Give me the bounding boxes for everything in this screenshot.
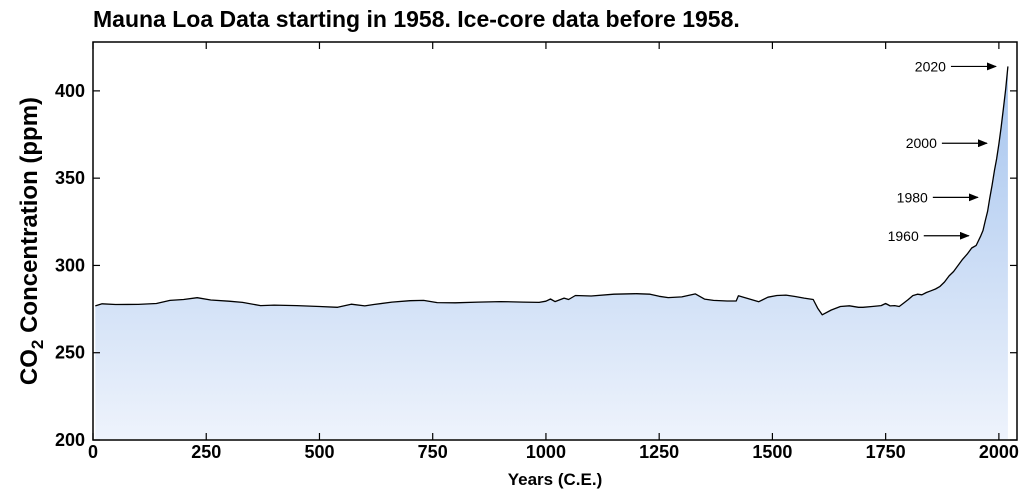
y-axis-label: CO2 Concentration (ppm) (16, 97, 47, 385)
chart-title: Mauna Loa Data starting in 1958. Ice-cor… (93, 6, 740, 32)
x-tick-label: 1500 (752, 442, 792, 462)
co2-area-fill (95, 66, 1008, 440)
y-axis-label-suffix: Concentration (ppm) (16, 97, 43, 340)
annotation-label: 2020 (915, 58, 946, 74)
annotation-label: 1960 (888, 228, 919, 244)
y-tick-label: 300 (55, 255, 85, 275)
y-tick-label: 400 (55, 81, 85, 101)
co2-series-line (95, 66, 1009, 316)
x-tick-label: 500 (304, 442, 334, 462)
x-tick-label: 750 (418, 442, 448, 462)
x-tick-label: 1250 (639, 442, 679, 462)
x-axis-label: Years (C.E.) (508, 470, 603, 489)
x-tick-label: 1750 (866, 442, 906, 462)
y-tick-label: 350 (55, 168, 85, 188)
annotation-label: 1980 (897, 189, 928, 205)
annotation-label: 2000 (906, 135, 937, 151)
x-tick-label: 0 (88, 442, 98, 462)
y-tick-label: 200 (55, 430, 85, 450)
y-tick-label: 250 (55, 343, 85, 363)
plot-frame (92, 41, 1018, 441)
x-tick-label: 250 (191, 442, 221, 462)
x-tick-label: 1000 (526, 442, 566, 462)
y-axis-label-subscript: 2 (28, 340, 47, 349)
x-tick-label: 2000 (979, 442, 1019, 462)
y-axis-label-prefix: CO (16, 349, 43, 385)
